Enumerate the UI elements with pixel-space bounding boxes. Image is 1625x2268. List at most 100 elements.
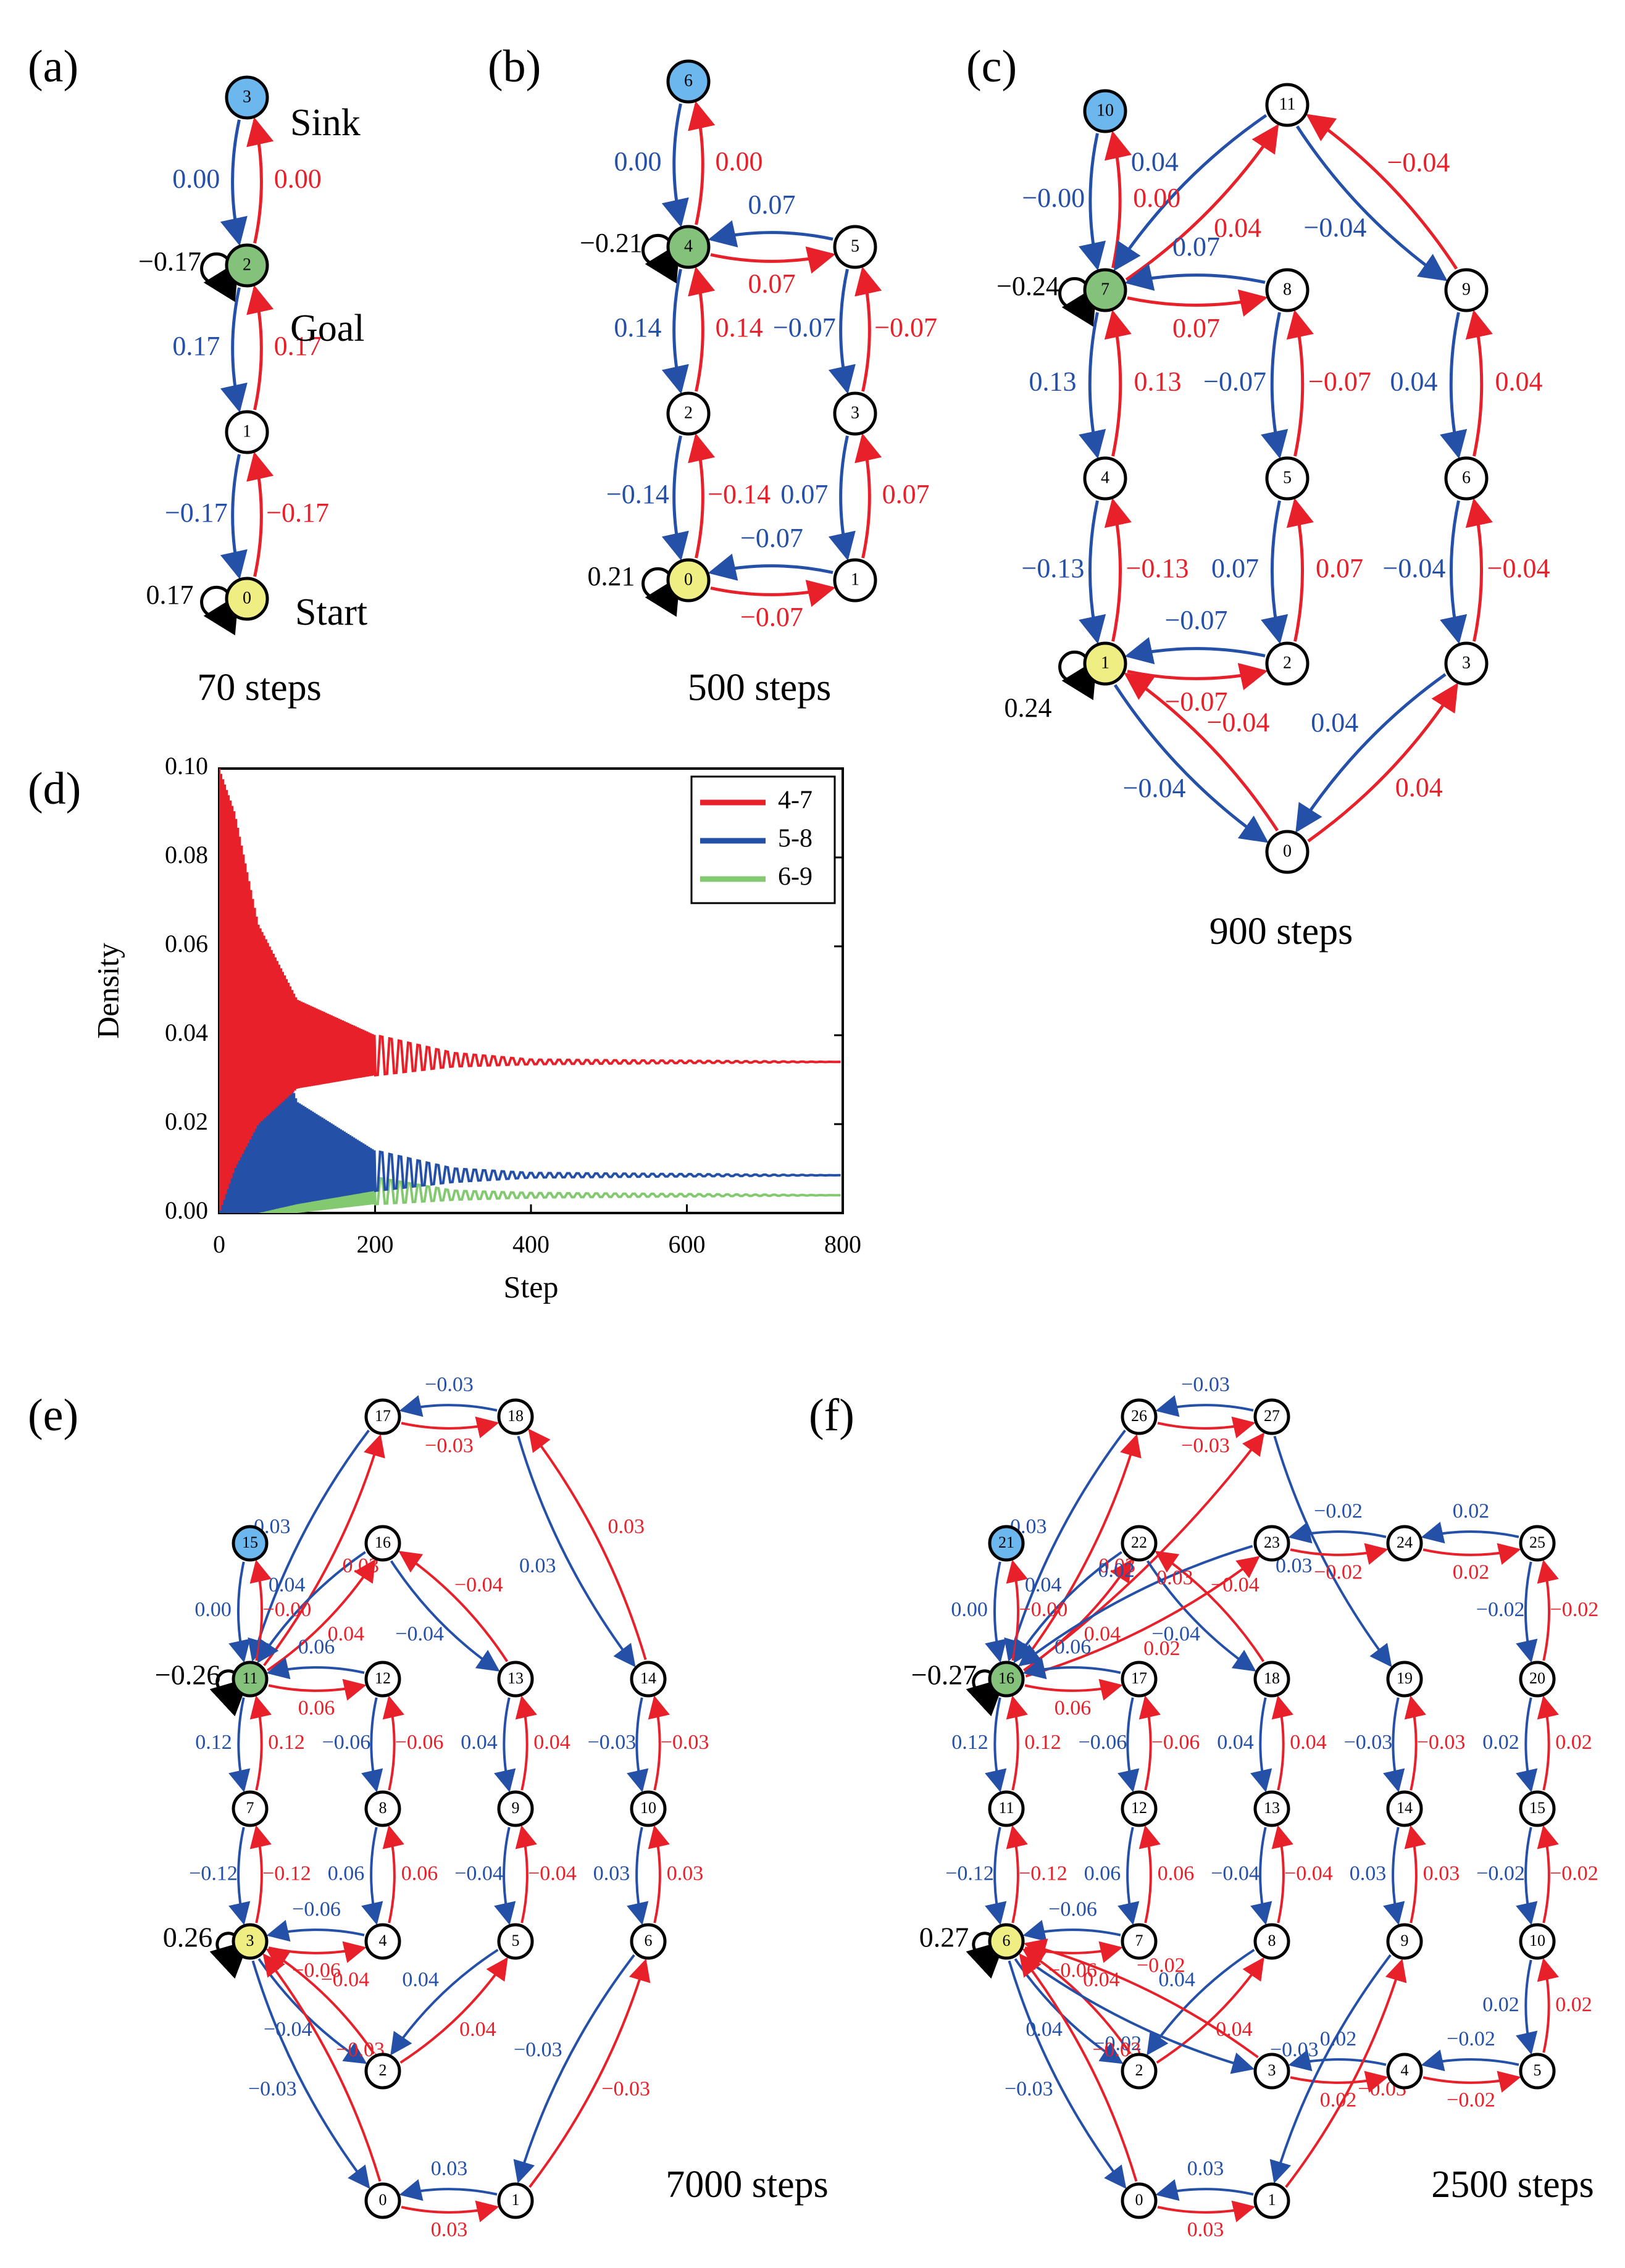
legend-label-6-9: 6-9 bbox=[778, 863, 812, 891]
edge-e-11-12-blue bbox=[266, 1657, 365, 1680]
node-label-f-14: 14 bbox=[1397, 1799, 1413, 1817]
node-f-1: 1 bbox=[1253, 2182, 1290, 2219]
node-f-12: 12 bbox=[1121, 1790, 1158, 1827]
edge-f-23-24-red bbox=[1290, 1543, 1389, 1565]
edges-a bbox=[220, 117, 274, 580]
edge-label-f-16-22-red: 0.04 bbox=[1084, 1623, 1121, 1646]
node-circle-c-3 bbox=[1444, 641, 1489, 686]
edge-f-19-27-blue bbox=[1273, 1435, 1392, 1667]
edge-f-18-22-red bbox=[1155, 1551, 1265, 1662]
node-e-7: 7 bbox=[232, 1790, 269, 1827]
edge-label-c-7-10-red: 0.00 bbox=[1133, 183, 1180, 213]
node-label-e-6: 6 bbox=[645, 1932, 653, 1949]
edge-label-f-0-1-red: 0.03 bbox=[1187, 2218, 1224, 2241]
edge-c-7-11-red bbox=[1125, 123, 1279, 281]
node-c-8: 8 bbox=[1265, 268, 1310, 312]
node-label-f-6: 6 bbox=[1003, 1932, 1011, 1949]
node-circle-c-0 bbox=[1265, 830, 1310, 874]
edge-c-7-8-red bbox=[1127, 289, 1268, 317]
node-circle-e-6 bbox=[630, 1923, 667, 1960]
node-label-b-3: 3 bbox=[851, 403, 859, 422]
edge-e-4-8-red bbox=[382, 1825, 404, 1924]
edge-f-16-26-blue bbox=[1004, 1429, 1126, 1662]
edge-label-e-4-8-blue: 0.06 bbox=[328, 1862, 365, 1885]
node-circle-c-10 bbox=[1083, 89, 1127, 133]
node-circle-c-7 bbox=[1083, 268, 1127, 312]
series-line-4-7 bbox=[219, 769, 841, 1211]
edge-labels-b: 0.00 0.00 0.07 0.07 0.14 0.14 −0.07 −0.07 −0.14 −… bbox=[606, 146, 937, 632]
edge-label-f-5-10-blue: 0.02 bbox=[1482, 1993, 1519, 2016]
node-f-2: 2 bbox=[1121, 2053, 1158, 2090]
node-label-e-7: 7 bbox=[246, 1799, 254, 1817]
edge-f-2-8-blue bbox=[1147, 1948, 1255, 2056]
edge-label-b-0-1-red: −0.07 bbox=[740, 602, 803, 632]
edge-label-e-3-4-blue: −0.06 bbox=[292, 1898, 341, 1920]
self-loop-value-b-4: −0.21 bbox=[580, 228, 643, 258]
edge-label-e-10-14-blue: −0.03 bbox=[588, 1731, 637, 1754]
edge-e-8-12-blue bbox=[361, 1697, 383, 1793]
edge-b-1-3-red bbox=[854, 433, 882, 559]
edge-label-a-0-1-red: −0.17 bbox=[266, 498, 329, 528]
self-loop-a-0 bbox=[200, 585, 239, 636]
node-f-4: 4 bbox=[1386, 2053, 1423, 2090]
node-f-0: 0 bbox=[1121, 2182, 1158, 2219]
edge-label-c-6-9-red: 0.04 bbox=[1495, 367, 1542, 397]
edge-f-3-4-blue bbox=[1288, 2049, 1387, 2072]
edge-f-6-11-red bbox=[1006, 1825, 1028, 1924]
panel-label-b: (b) bbox=[488, 41, 541, 92]
edge-label-f-24-25-blue: 0.02 bbox=[1453, 1499, 1490, 1522]
edges-f bbox=[985, 1395, 1559, 2222]
edge-label-e-0-1-blue: 0.03 bbox=[431, 2157, 468, 2180]
edge-label-f-16-17-red: 0.06 bbox=[1055, 1696, 1092, 1719]
edges-b bbox=[661, 101, 882, 607]
edge-label-e-14-18-blue: 0.03 bbox=[519, 1554, 556, 1577]
node-c-2: 2 bbox=[1265, 641, 1310, 686]
node-f-10: 10 bbox=[1519, 1923, 1556, 1960]
edge-label-b-4-6-red: 0.00 bbox=[715, 146, 762, 177]
edge-label-a-1-2-blue: 0.17 bbox=[172, 331, 220, 361]
node-circle-f-23 bbox=[1253, 1525, 1290, 1562]
x-tick-label-3: 600 bbox=[669, 1230, 706, 1258]
edge-label-b-3-5-blue: −0.07 bbox=[773, 312, 836, 343]
node-f-24: 24 bbox=[1386, 1525, 1423, 1562]
x-tick-label-4: 800 bbox=[824, 1230, 861, 1258]
edge-f-8-13-red bbox=[1271, 1825, 1293, 1924]
node-circle-c-6 bbox=[1444, 456, 1489, 501]
node-f-16: 16 bbox=[988, 1661, 1025, 1698]
edge-b-4-6-red bbox=[688, 101, 716, 225]
edge-c-4-7-red bbox=[1104, 309, 1132, 457]
edge-label-f-0-6-blue: −0.03 bbox=[1005, 2078, 1053, 2101]
node-circle-e-4 bbox=[364, 1923, 401, 1960]
node-circle-f-13 bbox=[1253, 1790, 1290, 1827]
edge-label-f-10-15-red: −0.02 bbox=[1550, 1862, 1598, 1885]
node-label-b-5: 5 bbox=[851, 236, 859, 256]
node-f-15: 15 bbox=[1519, 1790, 1556, 1827]
node-circle-e-16 bbox=[364, 1525, 401, 1562]
edge-label-c-2-5-blue: 0.07 bbox=[1211, 553, 1259, 583]
edge-b-3-5-blue bbox=[828, 269, 856, 394]
edge-labels-f: −0.03−0.030.030.030.030.03−0.000.000.040… bbox=[945, 1373, 1598, 2241]
node-e-15: 15 bbox=[232, 1525, 269, 1562]
panel-label-e: (e) bbox=[28, 1390, 78, 1441]
edge-label-f-2-6-red: 0.04 bbox=[1083, 1969, 1120, 1991]
node-circle-c-4 bbox=[1083, 456, 1127, 501]
edge-e-6-10-blue bbox=[627, 1827, 649, 1925]
node-label-c-4: 4 bbox=[1101, 468, 1109, 487]
edge-labels-a: −0.17 −0.17 0.17 0.17 0.00 0.00 bbox=[165, 164, 329, 528]
node-circle-e-8 bbox=[364, 1790, 401, 1827]
edge-c-0-1-red bbox=[1124, 672, 1279, 832]
edge-e-5-9-blue bbox=[494, 1827, 516, 1925]
node-label-e-4: 4 bbox=[379, 1932, 387, 1949]
edge-label-b-2-4-blue: 0.14 bbox=[614, 312, 661, 343]
edge-label-e-1-6-blue: −0.03 bbox=[514, 2038, 562, 2061]
edge-f-4-5-red bbox=[1422, 2070, 1521, 2093]
panel-caption-e: 7000 steps bbox=[666, 2164, 829, 2206]
edge-label-e-9-13-red: 0.04 bbox=[533, 1731, 570, 1754]
edge-label-f-2-8-blue: 0.04 bbox=[1158, 1969, 1195, 1991]
node-c-5: 5 bbox=[1265, 456, 1310, 501]
edge-b-4-5-blue bbox=[708, 220, 833, 248]
edge-label-c-9-11-red: −0.04 bbox=[1387, 147, 1450, 177]
edge-c-5-8-blue bbox=[1261, 312, 1289, 459]
edge-f-16-23-blue bbox=[1018, 1545, 1253, 1667]
